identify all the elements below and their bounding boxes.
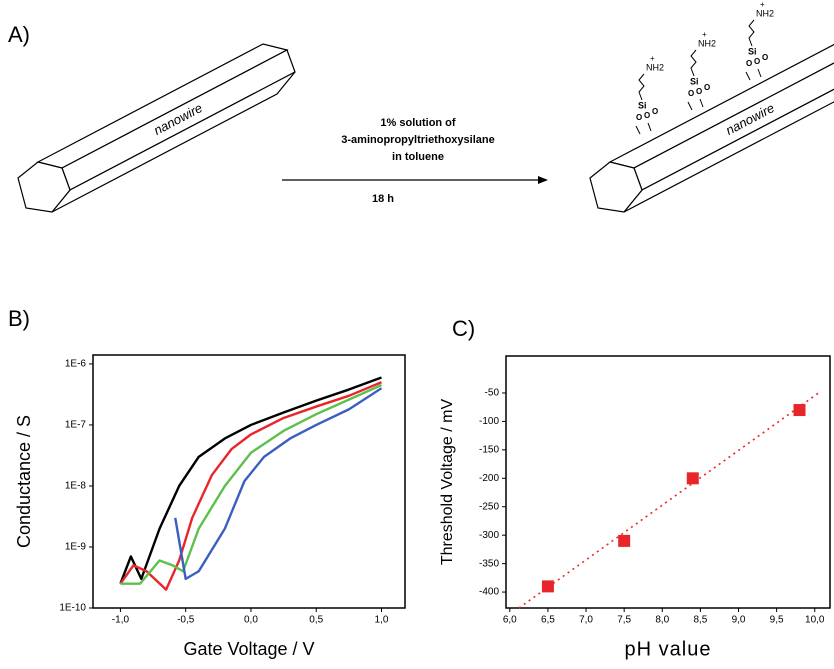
oxygen: O <box>644 111 650 120</box>
time-text: 18 h <box>372 193 394 205</box>
oxygen: O <box>688 89 694 98</box>
arrow-head <box>538 176 548 184</box>
series-line <box>120 383 382 585</box>
plot-frame <box>92 354 406 609</box>
x-tick-label: 0,0 <box>244 615 258 626</box>
y-axis-title: Threshold Voltage / mV <box>439 399 456 566</box>
charge: + <box>650 54 655 63</box>
y-tick-label: -200 <box>479 473 499 484</box>
bond <box>745 71 751 81</box>
x-tick-label: 10,0 <box>805 615 825 626</box>
x-tick-label: 0,5 <box>309 615 323 626</box>
data-point <box>686 472 699 485</box>
x-axis-title: pH value <box>625 638 712 660</box>
oxygen: O <box>762 53 768 62</box>
y-tick-label: -100 <box>479 416 499 427</box>
bond <box>757 68 762 78</box>
series-line <box>518 392 820 609</box>
amine: NH2 <box>698 38 716 48</box>
y-tick-label: -50 <box>485 388 500 399</box>
y-tick-label: -400 <box>479 587 499 598</box>
y-axis-title: Conductance / S <box>14 415 34 548</box>
bond <box>699 98 704 108</box>
charge: + <box>702 30 707 39</box>
panel-label: B) <box>8 306 30 331</box>
bond <box>687 101 693 111</box>
y-tick-label: 1E-10 <box>59 603 86 614</box>
charge: + <box>760 0 765 9</box>
x-tick-label: 1,0 <box>375 615 389 626</box>
oxygen: O <box>746 59 752 68</box>
data-point <box>618 534 631 547</box>
series-line <box>119 376 382 585</box>
condition-text: in toluene <box>392 151 444 163</box>
x-tick-label: 7,5 <box>617 615 631 626</box>
x-tick-label: 7,0 <box>579 615 593 626</box>
silicon: Si <box>638 100 647 110</box>
bond <box>647 122 652 132</box>
x-tick-label: 8,5 <box>693 615 707 626</box>
prism-end <box>17 161 71 213</box>
oxygen: O <box>754 57 760 66</box>
bond <box>635 125 641 135</box>
x-tick-label: 9,0 <box>732 615 746 626</box>
x-axis-title: Gate Voltage / V <box>183 639 314 659</box>
amine: NH2 <box>646 62 664 72</box>
prism-end <box>589 161 643 213</box>
y-tick-label: 1E-6 <box>65 359 87 370</box>
oxygen: O <box>704 83 710 92</box>
series-line <box>119 381 382 591</box>
x-tick-label: 6,5 <box>541 615 555 626</box>
y-tick-label: -300 <box>479 530 499 541</box>
x-tick-label: -0,5 <box>177 615 195 626</box>
y-tick-label: -350 <box>479 558 499 569</box>
amine: NH2 <box>756 8 774 18</box>
x-tick-label: -1,0 <box>112 615 130 626</box>
y-tick-label: -250 <box>479 501 499 512</box>
oxygen: O <box>636 113 642 122</box>
series-line <box>174 387 383 581</box>
x-tick-label: 9,5 <box>770 615 784 626</box>
silicon: Si <box>748 46 757 56</box>
condition-text: 1% solution of <box>380 117 456 129</box>
x-tick-label: 6,0 <box>503 615 517 626</box>
plot-frame <box>505 355 831 609</box>
data-point <box>793 404 806 417</box>
chain <box>748 19 755 47</box>
silicon: Si <box>690 76 699 86</box>
y-tick-label: 1E-9 <box>65 542 87 553</box>
oxygen: O <box>652 107 658 116</box>
y-tick-label: 1E-8 <box>65 481 87 492</box>
condition-text: 3-aminopropyltriethoxysilane <box>341 134 494 146</box>
chain <box>690 49 697 77</box>
chain <box>638 73 645 101</box>
x-tick-label: 8,0 <box>655 615 669 626</box>
y-tick-label: 1E-7 <box>65 420 87 431</box>
y-tick-label: -150 <box>479 445 499 456</box>
panel-label: A) <box>8 22 30 47</box>
oxygen: O <box>696 87 702 96</box>
panel-label: C) <box>452 316 475 341</box>
